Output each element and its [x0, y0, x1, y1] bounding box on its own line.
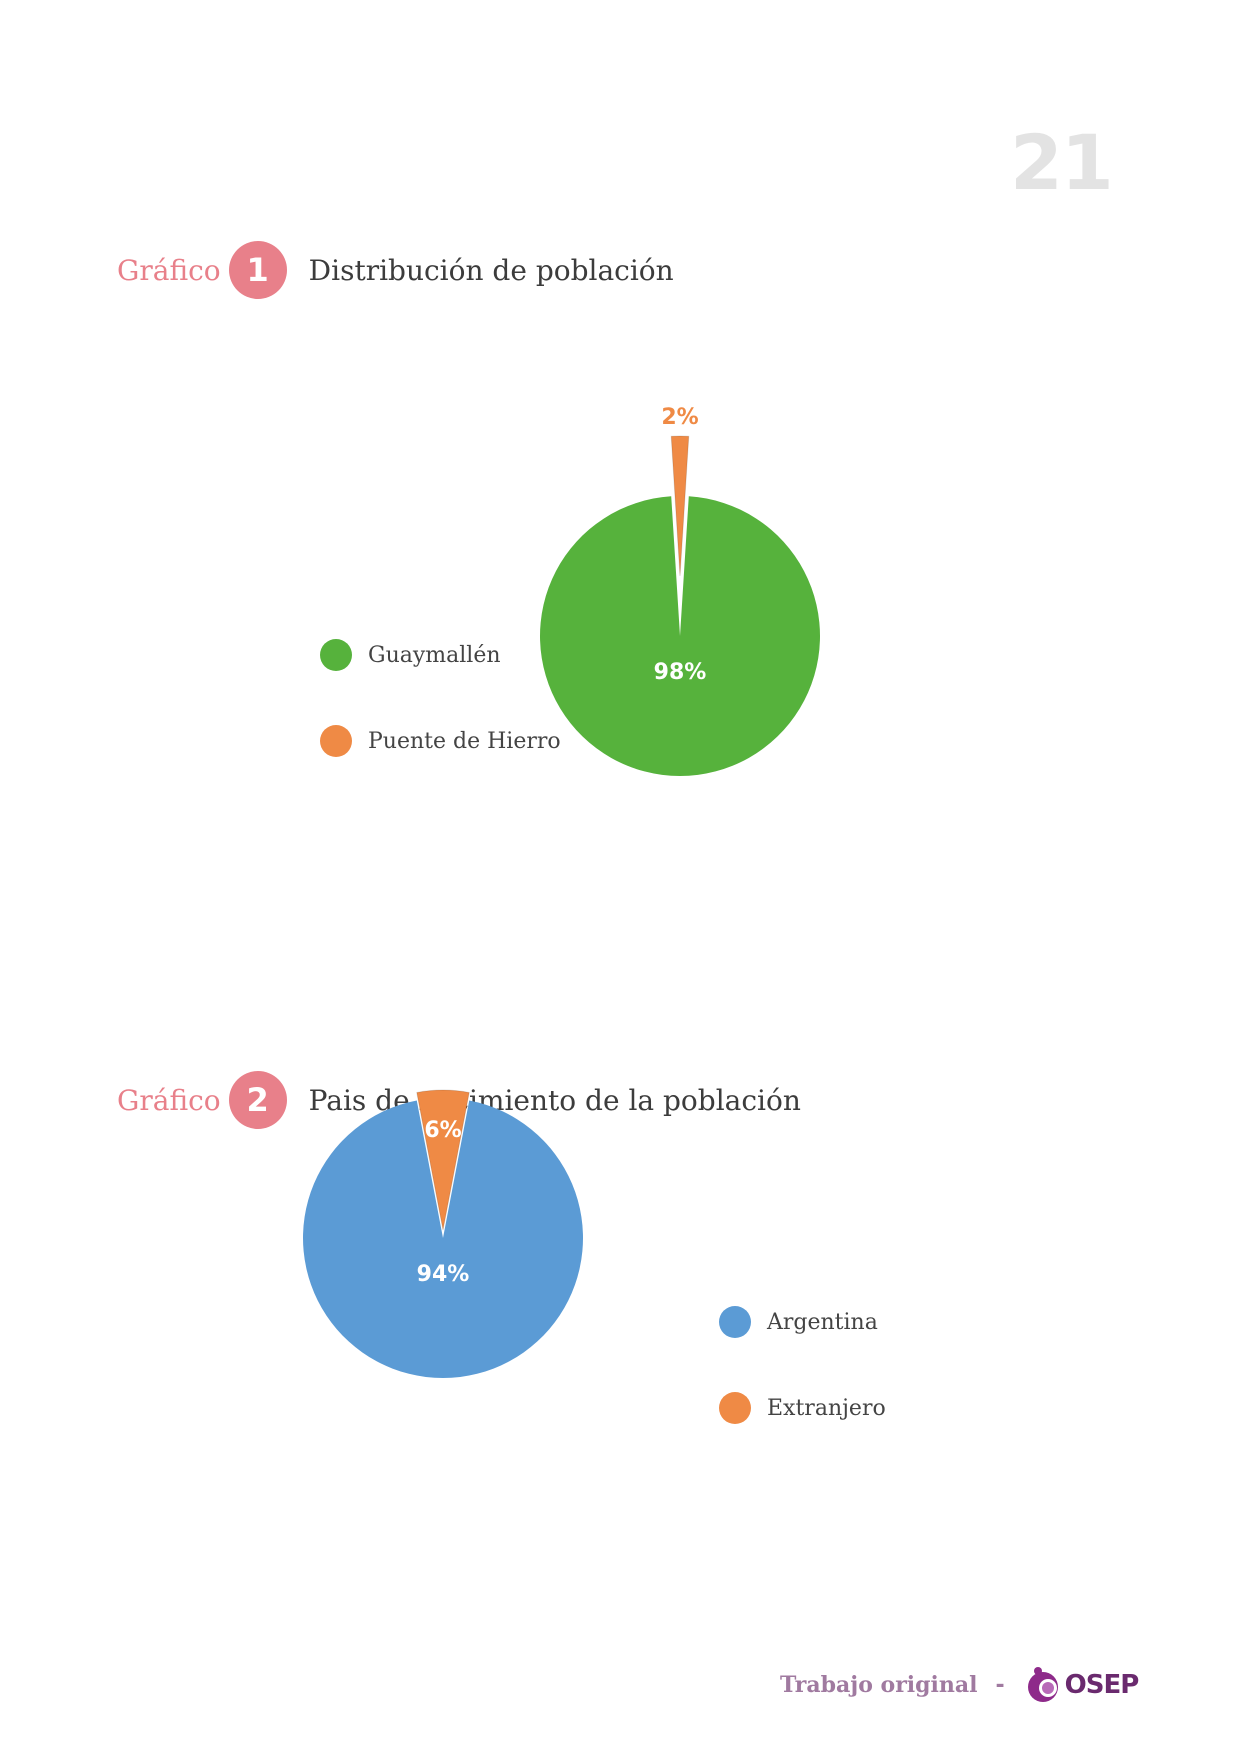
chart-2-legend: Argentina Extranjero: [719, 1305, 886, 1477]
legend-swatch-green: [320, 639, 352, 671]
chart-1-heading: Gráfico 1 Distribución de población: [117, 240, 674, 300]
legend-label: Argentina: [767, 1309, 878, 1335]
pie-data-label: 6%: [424, 1118, 461, 1143]
chart-1-number-badge: 1: [228, 241, 287, 299]
legend-item-guaymallen: Guaymallén: [320, 638, 561, 672]
chart-2-prefix: Gráfico: [117, 1083, 221, 1117]
chart-1-title: Distribución de población: [308, 253, 674, 287]
legend-swatch-orange: [719, 1392, 751, 1424]
pie-slice-argentina: [303, 1100, 583, 1378]
chart-2-pie: 6% 94%: [303, 1089, 583, 1378]
chart-1-prefix: Gráfico: [117, 253, 221, 287]
pie-data-label: 94%: [417, 1262, 470, 1287]
osep-logo-icon: [1027, 1667, 1058, 1702]
legend-swatch-orange: [320, 725, 352, 757]
osep-logo: OSEP: [1023, 1665, 1139, 1705]
chart-1-pie: 2% 98%: [540, 405, 820, 776]
pie-slice-guaymallén: [540, 496, 820, 776]
pie-slice-extranjero: [416, 1089, 470, 1231]
legend-item-puente-de-hierro: Puente de Hierro: [320, 724, 561, 758]
osep-logo-text: OSEP: [1064, 1670, 1140, 1700]
chart-1-legend: Guaymallén Puente de Hierro: [320, 638, 561, 810]
legend-item-argentina: Argentina: [719, 1305, 886, 1339]
legend-label: Puente de Hierro: [368, 728, 561, 754]
pie-data-label: 2%: [661, 405, 698, 430]
legend-swatch-blue: [719, 1306, 751, 1338]
page-number: 21: [1010, 118, 1114, 207]
legend-label: Guaymallén: [368, 642, 501, 668]
footer-text: Trabajo original: [780, 1672, 978, 1698]
legend-label: Extranjero: [767, 1395, 886, 1421]
legend-item-extranjero: Extranjero: [719, 1391, 886, 1425]
chart-2-title: Pais de nacimiento de la población: [308, 1083, 801, 1117]
footer: Trabajo original - OSEP: [780, 1660, 1139, 1710]
chart-2-heading: Gráfico 2 Pais de nacimiento de la pobla…: [117, 1070, 801, 1130]
pie-slice-puente-de-hierro: [670, 435, 690, 577]
chart-2-number-badge: 2: [228, 1071, 287, 1129]
footer-separator: -: [995, 1672, 1005, 1698]
pie-data-label: 98%: [654, 660, 707, 685]
